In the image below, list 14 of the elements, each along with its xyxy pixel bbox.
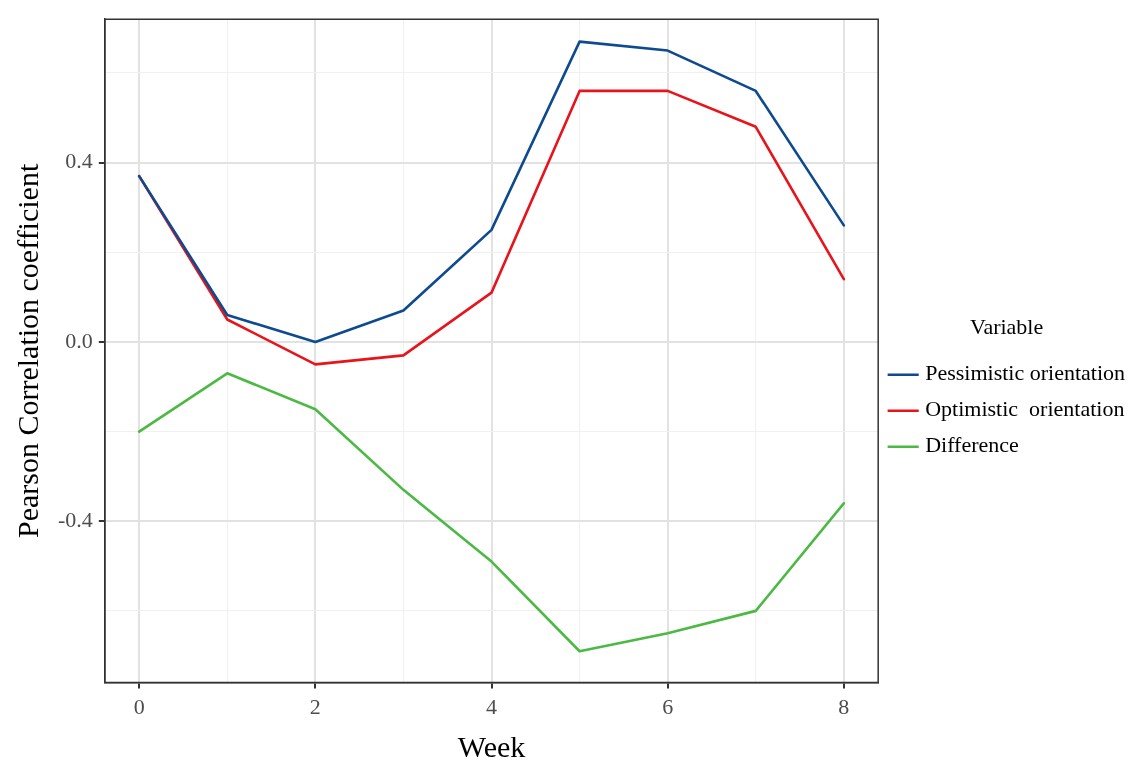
y-axis-title: Pearson Correlation coefficient [10, 163, 44, 539]
y-tick-label: -0.4 [58, 507, 93, 533]
x-tick-label: 6 [662, 693, 674, 719]
x-tick-label: 2 [309, 693, 321, 719]
legend-label: Optimistic orientation [925, 396, 1125, 422]
x-tick-label: 0 [133, 693, 145, 719]
x-tick-label: 4 [486, 693, 498, 719]
legend-label: Pessimistic orientation [925, 360, 1126, 386]
y-tick-label: 0.0 [65, 327, 93, 353]
legend-label: Difference [925, 432, 1019, 458]
legend-title: Variable [969, 314, 1044, 340]
x-tick-label: 8 [838, 693, 850, 719]
x-axis-title: Week [457, 729, 526, 763]
y-tick-label: 0.4 [65, 148, 93, 174]
